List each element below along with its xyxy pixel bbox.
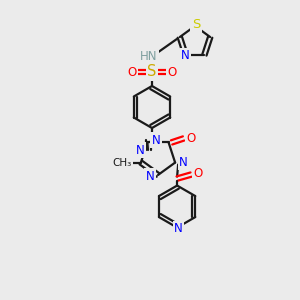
Text: N: N (174, 222, 182, 235)
Text: O: O (167, 65, 177, 79)
Text: N: N (181, 50, 190, 62)
Text: N: N (136, 143, 144, 157)
Text: HN: HN (140, 50, 158, 62)
Text: CH₃: CH₃ (112, 158, 131, 168)
Text: O: O (186, 132, 195, 145)
Text: N: N (179, 156, 188, 169)
Text: N: N (146, 169, 154, 182)
Text: O: O (194, 167, 203, 180)
Text: O: O (128, 65, 136, 79)
Text: S: S (147, 64, 157, 80)
Text: N: N (152, 134, 160, 146)
Text: S: S (192, 19, 200, 32)
